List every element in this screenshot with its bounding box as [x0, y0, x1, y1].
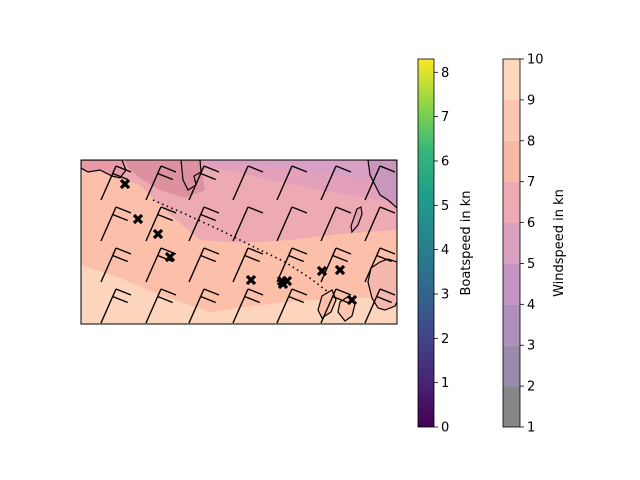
wind-barb: [320, 288, 352, 324]
wind-barb: [276, 165, 308, 201]
windspeed-ticks: 1 2 3 4 5 6 7 8 9 10: [520, 53, 544, 436]
route-marker: [346, 294, 358, 306]
boatspeed-tick-label: 0: [441, 421, 449, 436]
wind-barb: [188, 247, 220, 283]
boatspeed-colorbar-gradient: [417, 58, 435, 428]
windspeed-tick-label: 9: [527, 93, 535, 108]
wind-barb: [320, 206, 352, 242]
wind-barb: [320, 247, 352, 283]
wind-barb: [364, 247, 396, 283]
windspeed-tick-label: 5: [527, 257, 535, 272]
windspeed-tick-label: 7: [527, 175, 535, 190]
windspeed-tick-label: 2: [527, 380, 535, 395]
route-line: [152, 199, 329, 293]
map-panel: [80, 159, 398, 325]
windspeed-band: [503, 304, 520, 346]
windspeed-tick-label: 3: [527, 339, 535, 354]
land-headland: [317, 289, 337, 319]
wind-barb: [232, 206, 264, 242]
windspeed-colorbar-frame: [502, 58, 521, 428]
boatspeed-axis-label: Boatspeed in kn: [459, 190, 474, 295]
wind-band-4-5: [195, 160, 397, 185]
windspeed-axis-label: Windspeed in kn: [552, 189, 567, 297]
route-marker: [277, 278, 289, 290]
windspeed-band: [503, 345, 520, 387]
wind-barb: [145, 165, 177, 201]
boatspeed-tick-label: 1: [441, 376, 449, 391]
wind-barb: [100, 288, 132, 324]
wind-barb: [145, 288, 177, 324]
wind-barb: [276, 206, 308, 242]
island-east: [350, 206, 363, 234]
windspeed-band: [503, 181, 520, 223]
land-northeast: [367, 160, 397, 209]
route-marker: [152, 228, 164, 240]
wind-barb: [145, 206, 177, 242]
windspeed-band: [503, 386, 520, 427]
map-content: [81, 160, 397, 324]
boatspeed-tick-label: 3: [441, 287, 449, 302]
windspeed-band: [503, 263, 520, 305]
boatspeed-tick-label: 7: [441, 110, 449, 125]
boatspeed-colorbar: 0 1 2 3 4 5 6 7 8 Boatspeed in kn: [417, 58, 474, 436]
route-marker: [316, 265, 328, 277]
boatspeed-tick-label: 6: [441, 154, 449, 169]
wind-barb: [100, 165, 132, 201]
boatspeed-tick-label: 8: [441, 66, 449, 81]
wind-barbs: [100, 165, 396, 324]
land-southeast: [367, 258, 397, 311]
wind-barb: [232, 165, 264, 201]
wind-barb: [276, 288, 308, 324]
wind-barb: [100, 247, 132, 283]
windspeed-band: [503, 59, 520, 100]
route-marker: [245, 274, 257, 286]
windspeed-tick-label: 6: [527, 216, 535, 231]
boatspeed-tick-label: 4: [441, 243, 449, 258]
route-marker: [132, 213, 144, 225]
boatspeed-tick-label: 5: [441, 199, 449, 214]
windspeed-band: [503, 140, 520, 182]
map-frame: [80, 159, 398, 325]
windspeed-band: [503, 222, 520, 264]
windspeed-colorbar: 1 2 3 4 5 6 7 8 9 10 Windspeed in kn: [502, 53, 567, 436]
windspeed-colorbar-bands: [503, 59, 520, 427]
boatspeed-ticks: 0 1 2 3 4 5 6 7 8: [434, 66, 449, 436]
boatspeed-tick-label: 2: [441, 332, 449, 347]
windspeed-tick-label: 10: [527, 53, 544, 68]
wind-barb: [320, 165, 352, 201]
land-peninsula: [180, 160, 202, 191]
wind-barb: [232, 247, 264, 283]
wind-barb: [188, 165, 220, 201]
route-marker: [334, 264, 346, 276]
route-marker: [164, 251, 176, 263]
wind-barb: [364, 288, 396, 324]
route-marker: [119, 178, 131, 190]
wind-barb: [364, 165, 396, 201]
windspeed-band: [503, 99, 520, 141]
wind-barb: [364, 206, 396, 242]
windspeed-tick-label: 1: [527, 421, 535, 436]
wind-barb: [188, 288, 220, 324]
route-markers: [119, 178, 358, 306]
wind-barb: [232, 288, 264, 324]
wind-barb: [100, 206, 132, 242]
windspeed-tick-label: 4: [527, 298, 535, 313]
wind-barb: [188, 206, 220, 242]
windspeed-tick-label: 8: [527, 134, 535, 149]
